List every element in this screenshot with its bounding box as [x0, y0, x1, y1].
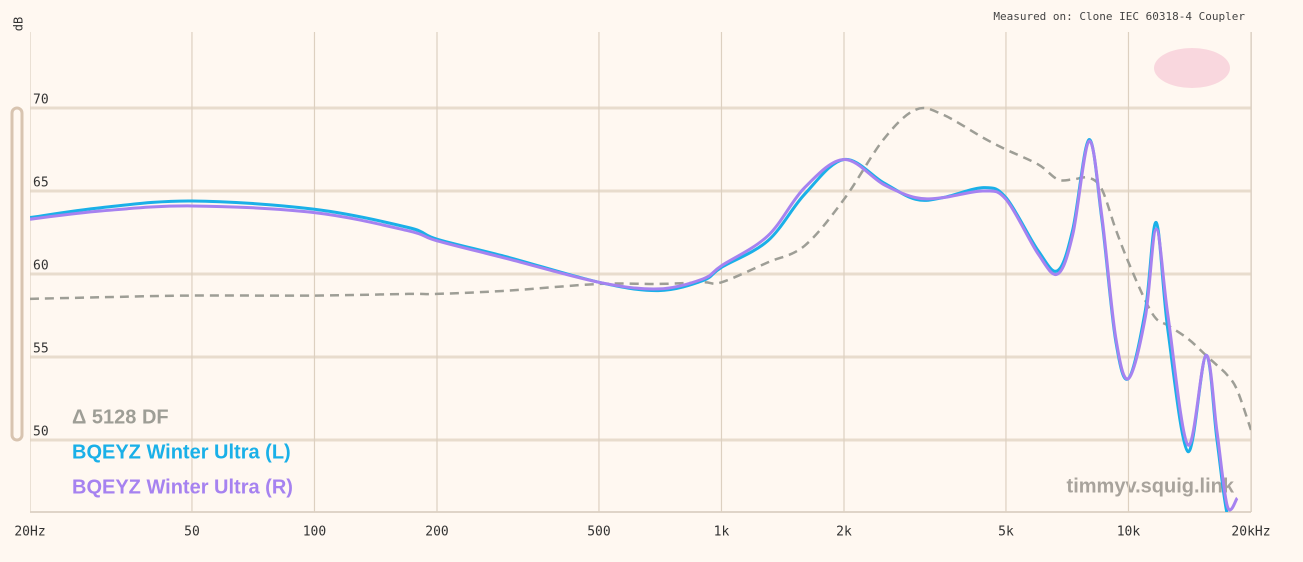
- x-tick-label: 5k: [998, 525, 1014, 540]
- legend-entry: Δ 5128 DF: [72, 406, 169, 428]
- legend-entry: BQEYZ Winter Ultra (R): [72, 476, 293, 498]
- x-tick-label: 50: [184, 525, 200, 540]
- y-tick-label: 60: [33, 258, 49, 273]
- measurement-note: Measured on: Clone IEC 60318-4 Coupler: [993, 10, 1245, 23]
- frequency-response-line: [30, 139, 1239, 512]
- x-tick-label: 1k: [714, 525, 730, 540]
- x-tick-label: 100: [303, 525, 326, 540]
- y-tick-label: 65: [33, 176, 49, 191]
- x-tick-label: 200: [425, 525, 448, 540]
- legend-entry: BQEYZ Winter Ultra (L): [72, 441, 291, 463]
- x-tick-label: 10k: [1117, 525, 1141, 540]
- plot-area: [30, 32, 1251, 512]
- y-tick-label: 55: [33, 341, 49, 356]
- x-tick-label: 500: [587, 525, 610, 540]
- y-tick-label: 70: [33, 93, 49, 108]
- watermark: timmyv.squig.link: [1067, 475, 1235, 497]
- logo: [1154, 48, 1230, 88]
- frequency-response-line: [30, 138, 1229, 512]
- y-tick-label: 50: [33, 424, 49, 439]
- x-tick-label: 2k: [836, 525, 852, 540]
- x-tick-label: 20Hz: [14, 525, 45, 540]
- x-tick-label: 20kHz: [1231, 525, 1270, 540]
- y-scroll-handle[interactable]: [10, 106, 24, 442]
- y-axis-label: dB: [12, 17, 26, 31]
